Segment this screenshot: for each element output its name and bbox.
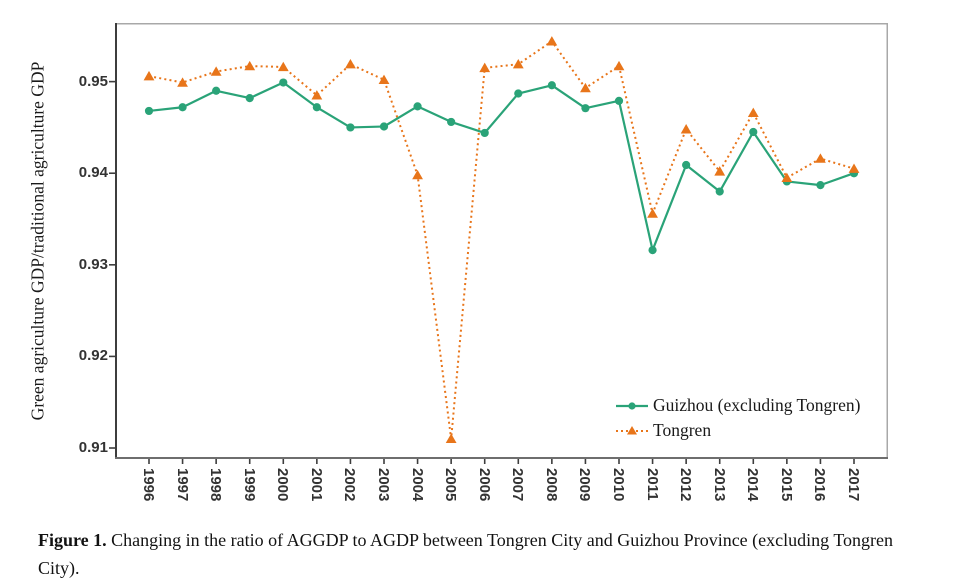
x-tick-label: 2003 (375, 468, 392, 502)
data-point-marker (747, 107, 759, 117)
data-point-marker (815, 153, 826, 163)
legend: Guizhou (excluding Tongren) Tongren (615, 393, 860, 443)
data-point-marker (412, 169, 423, 180)
data-point-marker (715, 187, 724, 196)
x-tick-label: 1996 (140, 468, 157, 502)
data-point-marker (682, 160, 691, 170)
legend-label-guizhou: Guizhou (excluding Tongren) (653, 395, 861, 415)
x-tick-label: 2011 (643, 468, 661, 501)
x-tick-label: 2014 (744, 468, 762, 502)
data-point-marker (547, 81, 556, 90)
data-point-marker (311, 90, 323, 100)
data-point-marker (445, 433, 457, 444)
data-point-marker (413, 102, 422, 111)
data-point-marker (546, 36, 558, 46)
plot-area: Guizhou (excluding Tongren) Tongren 0.91… (79, 23, 888, 501)
x-tick-label: 1997 (173, 468, 191, 502)
legend-item-tongren: Tongren (615, 418, 860, 443)
data-point-marker (816, 181, 825, 190)
data-point-marker (212, 86, 221, 95)
x-tick-label: 2007 (509, 468, 527, 502)
data-point-marker (177, 77, 188, 87)
y-tick-label: 0.95 (78, 72, 108, 90)
x-tick-label: 2016 (811, 468, 829, 502)
data-point-marker (714, 166, 726, 176)
data-point-marker (245, 94, 254, 103)
data-point-marker (144, 106, 154, 116)
data-point-marker (648, 246, 657, 255)
data-point-marker (680, 124, 692, 134)
data-point-marker (614, 96, 624, 105)
x-tick-label: 2008 (542, 468, 560, 502)
chart-canvas (109, 23, 888, 464)
x-tick-label: 2017 (845, 468, 862, 502)
data-point-marker (512, 59, 524, 69)
caption-text: Changing in the ratio of AGGDP to AGDP b… (38, 530, 894, 578)
x-tick-label: 1999 (240, 468, 258, 502)
data-point-marker (581, 104, 590, 113)
data-point-marker (447, 117, 456, 127)
data-point-marker (379, 122, 389, 131)
data-point-marker (781, 172, 793, 182)
x-tick-label: 1998 (207, 468, 225, 502)
x-tick-label: 2013 (710, 468, 728, 502)
x-tick-label: 2004 (408, 468, 426, 502)
tongren-line-sample-icon (616, 426, 648, 435)
data-point-marker (848, 163, 860, 173)
y-tick-label: 0.91 (78, 439, 108, 456)
data-point-marker (613, 60, 625, 71)
series-line-0 (148, 81, 855, 252)
y-tick-label: 0.92 (78, 347, 108, 365)
data-point-marker (580, 82, 591, 93)
guizhou-line-sample-icon (616, 401, 648, 410)
y-axis-title: Green agriculture GDP/traditional agricu… (27, 61, 48, 421)
data-point-marker (210, 66, 222, 76)
data-point-marker (479, 62, 491, 73)
x-tick-label: 2000 (274, 468, 292, 502)
data-point-marker (346, 123, 355, 132)
y-tick-label: 0.94 (78, 164, 108, 182)
legend-item-guizhou: Guizhou (excluding Tongren) (615, 393, 860, 418)
series-line-1 (148, 40, 855, 440)
data-point-marker (277, 61, 289, 72)
x-tick-label: 2005 (442, 468, 460, 502)
y-tick-label: 0.93 (78, 255, 108, 273)
x-tick-label: 2010 (610, 468, 627, 502)
x-tick-label: 2012 (677, 468, 695, 502)
x-tick-label: 2006 (475, 468, 493, 502)
x-tick-label: 2002 (341, 468, 359, 502)
caption-label: Figure 1. (38, 530, 107, 550)
legend-label-tongren: Tongren (653, 420, 712, 440)
data-point-marker (514, 89, 523, 98)
figure-caption: Figure 1. Changing in the ratio of AGGDP… (38, 527, 910, 583)
data-point-marker (480, 128, 489, 138)
data-point-marker (647, 208, 658, 218)
data-point-marker (178, 103, 187, 112)
data-point-marker (345, 59, 356, 69)
data-point-marker (378, 74, 390, 84)
data-point-marker (244, 60, 256, 71)
data-point-marker (312, 103, 321, 112)
x-tick-label: 2001 (307, 468, 325, 502)
x-tick-label: 2015 (777, 468, 795, 502)
data-point-marker (143, 70, 155, 81)
x-tick-label: 2009 (576, 468, 594, 502)
data-point-marker (749, 127, 758, 137)
data-point-marker (279, 78, 288, 87)
